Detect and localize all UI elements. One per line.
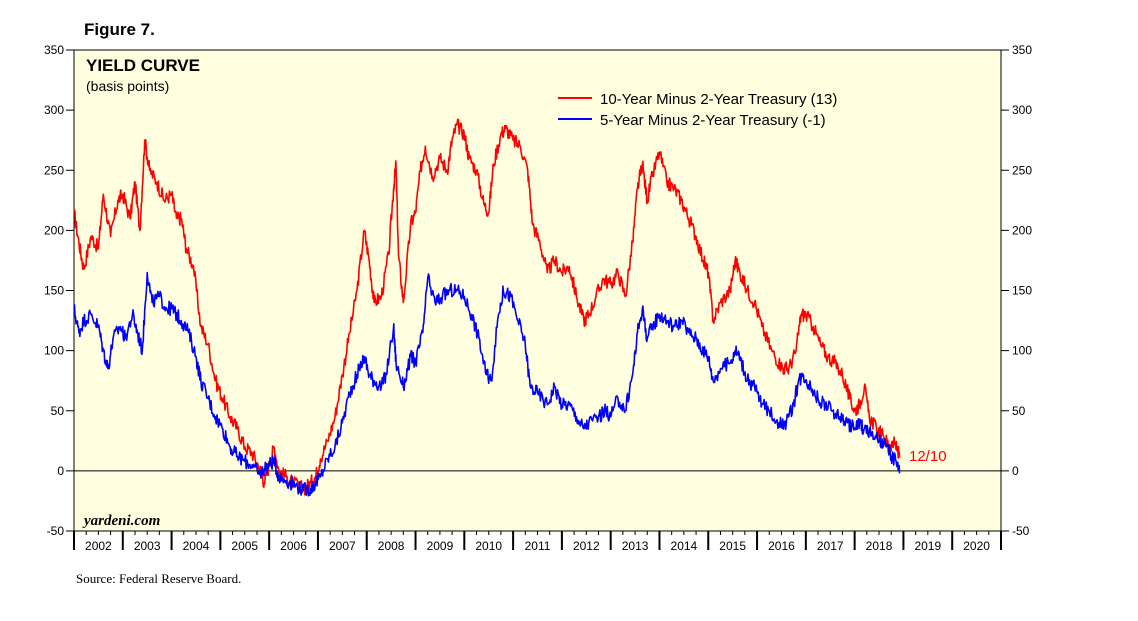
end-date-label: 12/10 — [909, 448, 947, 465]
figure-label: Figure 7. — [84, 20, 155, 39]
x-tick-label: 2004 — [183, 539, 210, 553]
y-tick-label-right: 200 — [1012, 223, 1032, 237]
plot-background — [73, 49, 1002, 532]
x-tick-label: 2017 — [817, 539, 844, 553]
x-tick-label: 2020 — [963, 539, 990, 553]
x-tick-label: 2003 — [134, 539, 161, 553]
y-tick-label-left: 100 — [44, 344, 64, 358]
y-tick-label-right: 100 — [1012, 344, 1032, 358]
y-tick-label-right: 50 — [1012, 404, 1026, 418]
series-layer — [73, 118, 901, 497]
chart-title: YIELD CURVE — [86, 56, 200, 75]
axes-layer: -50 -50 0 0 50 50 100 100 150 150 200 200 250 250 300 3… — [44, 43, 1032, 553]
y-tick-label-left: 300 — [44, 103, 64, 117]
x-tick-label: 2018 — [866, 539, 893, 553]
y-tick-label-left: -50 — [47, 524, 65, 538]
x-tick-label: 2016 — [768, 539, 795, 553]
x-tick-label: 2006 — [280, 539, 307, 553]
x-tick-label: 2011 — [525, 539, 551, 553]
y-tick-label-right: 300 — [1012, 103, 1032, 117]
legend: 10-Year Minus 2-Year Treasury (13) 5-Yea… — [558, 91, 837, 129]
x-tick-label: 2010 — [475, 539, 502, 553]
legend-label-5y2y: 5-Year Minus 2-Year Treasury (-1) — [600, 112, 826, 129]
series-line-10y2y — [73, 118, 901, 496]
y-tick-label-left: 0 — [57, 464, 64, 478]
x-tick-label: 2009 — [427, 539, 454, 553]
chart-subtitle: (basis points) — [86, 78, 169, 94]
x-tick-label: 2014 — [671, 539, 698, 553]
series-line-5y2y — [73, 271, 901, 497]
plot-frame — [73, 49, 1002, 532]
x-tick-label: 2008 — [378, 539, 405, 553]
y-tick-label-left: 350 — [44, 43, 64, 57]
watermark: yardeni.com — [82, 513, 160, 529]
x-tick-label: 2015 — [719, 539, 746, 553]
legend-label-10y2y: 10-Year Minus 2-Year Treasury (13) — [600, 91, 837, 108]
y-tick-label-right: 150 — [1012, 284, 1032, 298]
source-note: Source: Federal Reserve Board. — [76, 571, 242, 586]
y-tick-label-right: 350 — [1012, 43, 1032, 57]
x-tick-label: 2002 — [85, 539, 112, 553]
y-tick-label-left: 250 — [44, 163, 64, 177]
x-tick-label: 2005 — [231, 539, 258, 553]
y-tick-label-right: 0 — [1012, 464, 1019, 478]
x-tick-label: 2012 — [573, 539, 600, 553]
x-tick-label: 2013 — [622, 539, 649, 553]
x-tick-label: 2019 — [914, 539, 941, 553]
y-tick-label-left: 200 — [44, 223, 64, 237]
y-tick-label-left: 50 — [51, 404, 65, 418]
y-tick-label-right: 250 — [1012, 163, 1032, 177]
x-tick-label: 2007 — [329, 539, 356, 553]
y-tick-label-left: 150 — [44, 284, 64, 298]
y-tick-label-right: -50 — [1012, 524, 1030, 538]
